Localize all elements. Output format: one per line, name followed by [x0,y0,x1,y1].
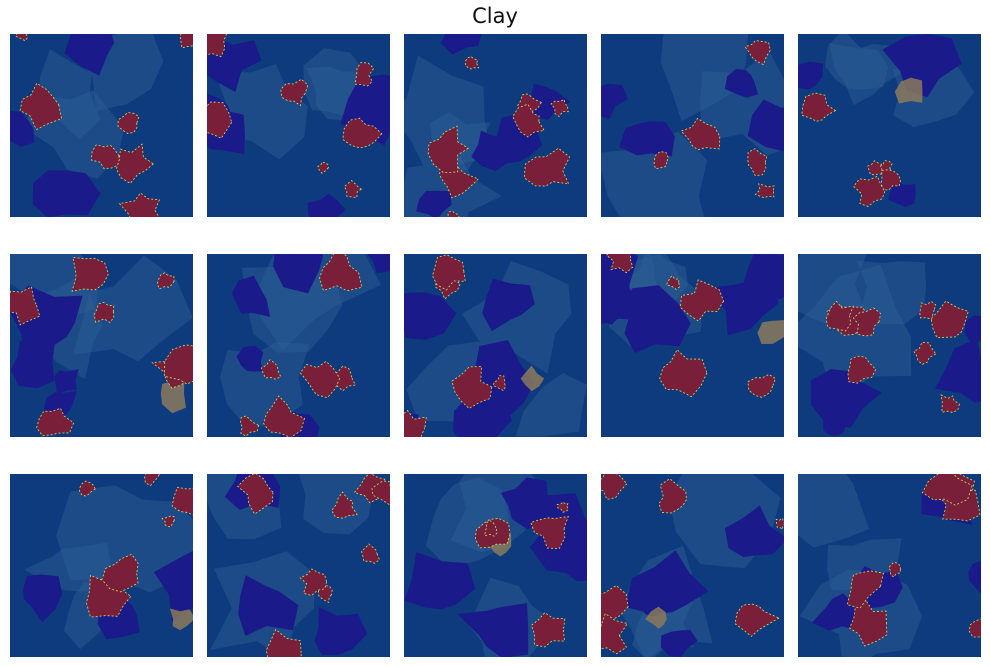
segmentation-tile [207,34,390,217]
segmentation-tile [601,254,784,437]
segmentation-tile [207,474,390,657]
segmentation-tile [601,34,784,217]
segmentation-tile [404,474,587,657]
segmentation-tile [601,474,784,657]
segmentation-tile [798,474,981,657]
segmentation-tile [10,474,193,657]
segmentation-tile [404,254,587,437]
segmentation-tile [207,254,390,437]
segmentation-tile [404,34,587,217]
segmentation-tile [798,254,981,437]
figure-title: Clay [472,4,518,28]
segmentation-tile [10,254,193,437]
segmentation-tile [10,34,193,217]
segmentation-tile [798,34,981,217]
